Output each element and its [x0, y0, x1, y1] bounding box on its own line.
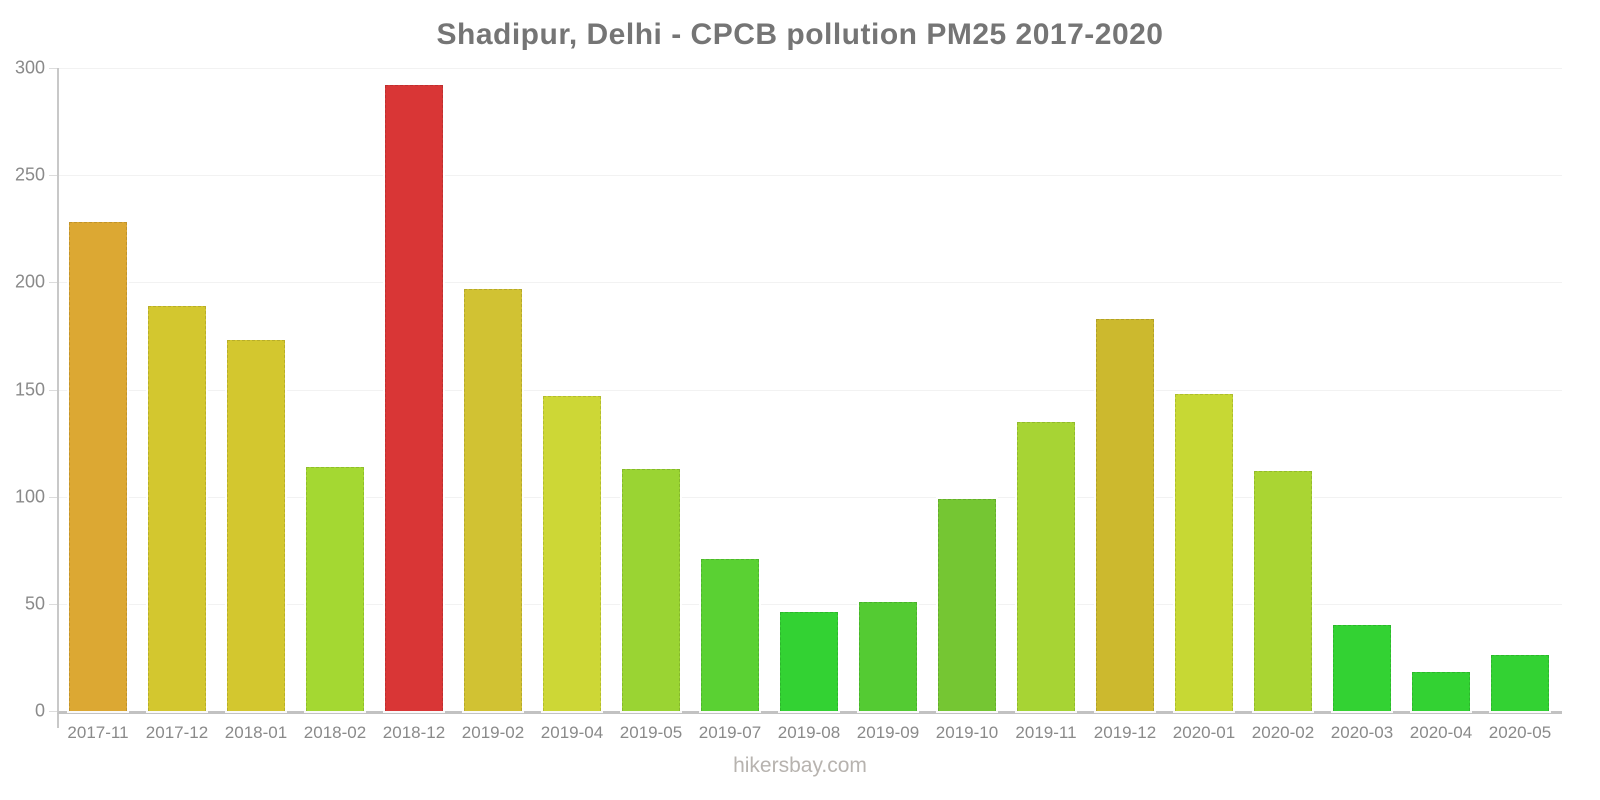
x-axis-label-2017-11: 2017-11 [67, 723, 129, 742]
bar-2020-04[interactable] [1410, 670, 1472, 713]
y-axis-tick-200 [49, 282, 57, 284]
y-axis-label-200: 200 [14, 271, 45, 292]
x-axis-label-2020-02: 2020-02 [1251, 723, 1315, 742]
gridline-200 [59, 282, 1562, 284]
bar-2020-03[interactable] [1331, 623, 1393, 713]
x-axis-origin-tick [57, 714, 59, 728]
bar-2017-11[interactable] [67, 220, 129, 713]
y-axis-tick-150 [49, 389, 57, 391]
y-axis-label-250: 250 [14, 164, 45, 185]
x-axis-label-2019-05: 2019-05 [619, 723, 683, 742]
x-axis-label-2019-12: 2019-12 [1093, 723, 1157, 742]
x-axis-label-2019-10: 2019-10 [935, 723, 999, 742]
x-axis-label-2017-12: 2017-12 [145, 723, 209, 742]
x-axis-label-2020-04: 2020-04 [1409, 723, 1473, 742]
bar-2019-07[interactable] [699, 556, 761, 714]
y-axis-label-0: 0 [34, 700, 45, 721]
bar-2019-11[interactable] [1015, 419, 1077, 714]
x-axis-label-2019-07: 2019-07 [698, 723, 762, 742]
bar-2018-12[interactable] [383, 83, 445, 713]
gridline-300 [59, 68, 1562, 69]
bar-2019-02[interactable] [462, 286, 524, 714]
gridline-150 [59, 389, 1562, 391]
x-axis-label-2019-04: 2019-04 [540, 723, 604, 742]
bar-2020-02[interactable] [1252, 468, 1314, 714]
gridline-50 [59, 603, 1562, 605]
x-axis-label-2020-03: 2020-03 [1330, 723, 1394, 742]
bar-2019-09[interactable] [857, 599, 919, 714]
bar-2018-01[interactable] [225, 338, 287, 713]
gridline-100 [59, 496, 1562, 498]
bar-2019-05[interactable] [620, 466, 682, 714]
bar-2017-12[interactable] [146, 303, 208, 714]
y-axis-tick-50 [49, 603, 57, 605]
bar-2020-05[interactable] [1489, 653, 1551, 713]
y-axis-label-50: 50 [24, 593, 45, 614]
footer-watermark-link[interactable]: hikersbay.com [733, 754, 867, 777]
x-axis-label-2019-09: 2019-09 [856, 723, 920, 742]
y-axis-tick-100 [49, 496, 57, 498]
y-axis-label-300: 300 [14, 57, 45, 78]
bar-2019-10[interactable] [936, 496, 998, 714]
y-axis-tick-0 [49, 711, 57, 712]
y-axis-label-150: 150 [14, 379, 45, 399]
x-axis-label-2020-05: 2020-05 [1488, 723, 1552, 742]
gridline-250 [59, 175, 1562, 177]
y-axis-label-100: 100 [14, 486, 45, 507]
bar-2019-12[interactable] [1094, 316, 1156, 714]
x-axis-label-2019-08: 2019-08 [777, 723, 841, 742]
x-axis-label-2019-11: 2019-11 [1015, 723, 1077, 742]
bar-2020-01[interactable] [1173, 391, 1235, 714]
x-axis-label-2019-02: 2019-02 [461, 723, 525, 742]
y-axis-tick-250 [49, 175, 57, 177]
x-axis-label-2018-02: 2018-02 [303, 723, 367, 742]
x-axis-label-2018-12: 2018-12 [382, 723, 446, 742]
bar-2019-04[interactable] [541, 393, 603, 714]
bar-2018-02[interactable] [304, 464, 366, 714]
bar-chart-plot-area: 300 250 200 150 100 50 0 2017-11 2017-12 2018-01 2… [15, 58, 1562, 742]
y-axis-tick-300 [49, 68, 57, 69]
x-axis-label-2020-01: 2020-01 [1172, 723, 1236, 742]
chart-title: Shadipur, Delhi - CPCB pollution PM25 20… [436, 18, 1164, 51]
x-axis-label-2018-01: 2018-01 [224, 723, 288, 742]
bar-2019-08[interactable] [778, 610, 840, 713]
